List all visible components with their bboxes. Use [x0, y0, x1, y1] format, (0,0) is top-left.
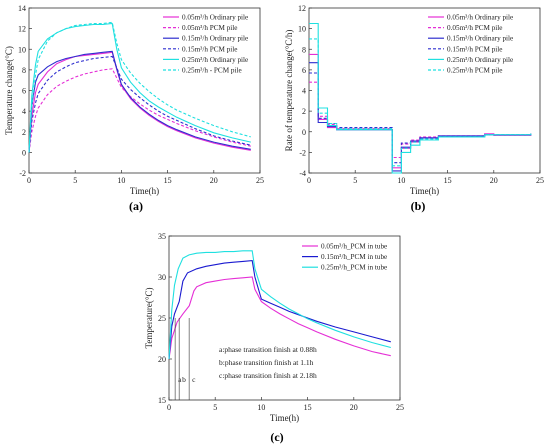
- y-tick-label: 10: [18, 45, 26, 54]
- legend-label: 0.25m³/h_PCM in tube: [321, 264, 387, 272]
- x-tick-label: 15: [444, 176, 452, 185]
- x-axis-label: Time(h): [130, 186, 159, 196]
- panel-label-c: (c): [270, 430, 283, 444]
- phase-marker-letter: a: [178, 375, 182, 384]
- x-tick-label: 10: [257, 403, 265, 412]
- panel-label-a: (a): [129, 199, 143, 213]
- series-line-1: [168, 276, 391, 360]
- y-tick-label: 20: [158, 355, 166, 364]
- y-tick-label: 8: [302, 45, 306, 54]
- legend-label: 0.25m³/h Ordinary pile: [447, 56, 513, 64]
- x-tick-label: 15: [164, 176, 172, 185]
- phase-marker-letter: b: [182, 375, 186, 384]
- chart-panel-a: 0 5 10 15 20 25-202468101214Time(h)Temperatur…: [4, 4, 264, 196]
- phase-annotation: a:phase transition finish at 0.88h: [219, 345, 317, 354]
- legend-label: 0.05m³/h Ordinary pile: [182, 14, 248, 22]
- y-tick-label: 12: [298, 4, 306, 13]
- x-tick-label: 20: [490, 176, 498, 185]
- x-tick-label: 5: [213, 403, 217, 412]
- y-tick-label: 2: [302, 107, 306, 116]
- chart-panel-c: 0 5 10 15 20 25 15 20 25 30 35 Time(h) Temperature(°…: [144, 232, 404, 423]
- y-tick-label: 10: [298, 25, 306, 34]
- chart-panel-b: 0 5 10 15 20 25 -4 -2 0 2 4 6 8 10 12 Time(h) Rate of te…: [284, 4, 544, 196]
- y-tick-label: 4: [302, 87, 306, 96]
- panel-label-b: (b): [411, 199, 426, 213]
- plot-frame: [28, 7, 261, 174]
- y-tick-label: -2: [299, 148, 306, 157]
- y-tick-label: 15: [158, 396, 166, 405]
- y-axis-label: Temperature(°C): [144, 288, 154, 349]
- x-tick-label: 25: [396, 403, 404, 412]
- y-tick-label: 25: [158, 314, 166, 323]
- x-tick-label: 5: [353, 176, 357, 185]
- phase-annotation: b:phase transition finish at 1.1h: [219, 358, 314, 367]
- phase-marker-letter: c: [192, 375, 196, 384]
- x-tick-label: 0: [307, 176, 311, 185]
- legend-label: 0.25m³/h - PCM pile: [182, 67, 242, 75]
- series-line-3: [168, 250, 391, 360]
- x-tick-label: 0: [27, 176, 31, 185]
- y-tick-label: 8: [22, 66, 26, 75]
- y-tick-label: 0: [302, 128, 306, 137]
- y-axis-label: Rate of temperature change(°C/h): [284, 30, 294, 152]
- series-line-5: [28, 22, 251, 153]
- legend-label: 0.15m³/h PCM pile: [447, 45, 502, 53]
- legend-label: 0.15m³/h_PCM in tube: [321, 253, 387, 261]
- series-line-6: [28, 21, 251, 153]
- legend-label: 0.25m³/h PCM pile: [447, 67, 502, 75]
- y-tick-label: 30: [158, 273, 166, 282]
- series-line-4: [28, 55, 251, 153]
- phase-annotation: c:phase transition finish at 2.18h: [219, 371, 317, 380]
- y-tick-label: 4: [22, 107, 26, 116]
- legend-label: 0.25m³/h Ordinary pile: [182, 56, 248, 64]
- legend-label: 0.05m³/h PCM pile: [182, 24, 237, 32]
- series-line-2: [168, 260, 391, 360]
- legend-label: 0.05m³/h Ordinary pile: [447, 14, 513, 22]
- plot-frame: [168, 235, 401, 401]
- x-tick-label: 5: [73, 176, 77, 185]
- y-tick-label: 0: [22, 148, 26, 157]
- series-line-6: [309, 38, 532, 167]
- y-axis-label: Temperature change(°C): [4, 46, 14, 135]
- x-tick-label: 25: [536, 176, 544, 185]
- x-tick-label: 25: [256, 176, 264, 185]
- y-tick-label: -4: [299, 169, 306, 178]
- x-tick-label: 0: [167, 403, 171, 412]
- x-axis-label: Time(h): [410, 186, 439, 196]
- y-tick-label: -2: [19, 169, 26, 178]
- y-tick-label: 12: [18, 25, 26, 34]
- y-tick-label: 35: [158, 232, 166, 241]
- y-tick-label: 6: [302, 66, 306, 75]
- y-tick-label: 6: [22, 87, 26, 96]
- series-line-3: [28, 50, 251, 153]
- legend-label: 0.15m³/h PCM pile: [182, 45, 237, 53]
- legend-label: 0.05m³/h_PCM in tube: [321, 243, 387, 251]
- x-tick-label: 15: [304, 403, 312, 412]
- x-tick-label: 10: [397, 176, 405, 185]
- x-tick-label: 10: [117, 176, 125, 185]
- x-tick-label: 20: [350, 403, 358, 412]
- x-tick-label: 20: [210, 176, 218, 185]
- legend-label: 0.15m³/h Ordinary pile: [447, 35, 513, 43]
- y-tick-label: 2: [22, 128, 26, 137]
- legend-label: 0.05m³/h PCM pile: [447, 24, 502, 32]
- x-axis-label: Time(h): [270, 413, 299, 423]
- plot-frame: [308, 7, 541, 174]
- legend-label: 0.15m³/h Ordinary pile: [182, 35, 248, 43]
- y-tick-label: 14: [18, 4, 26, 13]
